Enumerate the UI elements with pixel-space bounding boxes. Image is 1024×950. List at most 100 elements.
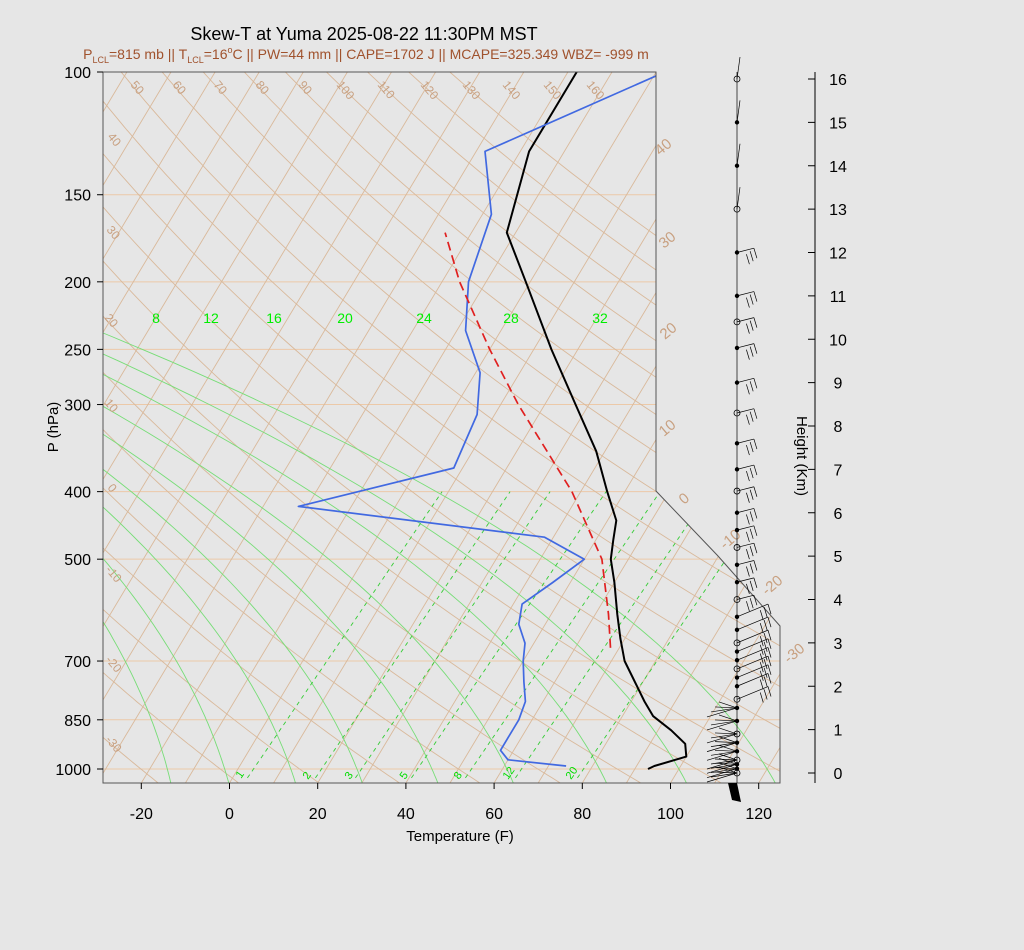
- wind-barb-flag: [749, 546, 754, 557]
- wind-barb-shaft: [714, 732, 738, 735]
- wind-barb-shaft: [718, 753, 738, 761]
- wind-barb-shaft: [710, 772, 738, 778]
- dry-adiabat-label: 70: [211, 78, 231, 97]
- mixing-ratio-label: 2: [301, 770, 314, 782]
- isotherm-line: [273, 72, 701, 783]
- isotherm-line: [581, 72, 780, 783]
- wind-barb-flag: [753, 464, 758, 476]
- moist-adiabat-line: [103, 323, 439, 783]
- wind-barb-flag: [753, 577, 758, 588]
- wind-barb-flag: [759, 679, 764, 690]
- wind-barb-flag: [759, 670, 764, 681]
- wind-barb-flag: [763, 676, 768, 687]
- dry-adiabat-line: [243, 72, 780, 783]
- dry-adiabat-line: [103, 72, 723, 783]
- isotherm-label: 40: [652, 135, 676, 159]
- wind-barb-flag: [753, 317, 758, 328]
- wind-barb-shaft: [736, 577, 754, 583]
- wind-barb-flag: [763, 659, 768, 670]
- wind-barb-shaft: [736, 486, 754, 492]
- wind-barb-flag: [767, 686, 772, 697]
- isotherm-line: [0, 72, 83, 783]
- isotherm-line: [103, 72, 260, 783]
- height-tick-label: 4: [834, 593, 843, 610]
- wind-barb-flag: [767, 603, 772, 615]
- isotherm-line: [537, 72, 780, 783]
- isotherm-line: [103, 72, 436, 783]
- sounding-profiles: [297, 72, 688, 770]
- dry-adiabat-label: 0: [105, 481, 120, 495]
- moist-adiabat-line: [103, 323, 363, 783]
- x-tick-label: 100: [657, 806, 684, 823]
- wind-barb-shaft: [706, 759, 738, 770]
- wind-barb-flag: [763, 667, 768, 678]
- wind-barb-flag: [749, 251, 754, 262]
- isotherm-label: -10: [717, 526, 745, 553]
- wind-barb-flag: [753, 291, 758, 302]
- x-tick-label: 0: [225, 806, 234, 823]
- wind-barb-shaft: [736, 664, 769, 678]
- wind-barb-flag: [749, 467, 754, 479]
- wind-barb-shaft: [714, 771, 738, 774]
- wind-barb-flag: [763, 620, 768, 631]
- x-tick-label: 60: [485, 806, 503, 823]
- wind-barb-flag: [763, 689, 768, 700]
- wind-barb-surface: [728, 783, 741, 802]
- wind-barb-flag: [746, 531, 750, 542]
- wind-barb-shaft: [710, 768, 738, 774]
- y-tick-label: 500: [64, 552, 91, 569]
- wind-barb-flag: [746, 566, 750, 577]
- wind-barb-flag: [749, 346, 754, 357]
- wind-barb-shaft: [736, 655, 769, 670]
- wind-barb-flag: [749, 598, 754, 609]
- dewpoint-profile: [297, 72, 666, 767]
- height-tick-label: 1: [834, 723, 843, 740]
- wind-barb-flag: [753, 343, 758, 354]
- wind-barb-flag: [746, 297, 750, 308]
- wind-barb-flag: [746, 601, 750, 612]
- wind-barb-flag: [746, 349, 750, 360]
- dry-adiabat-label: 40: [105, 130, 125, 149]
- dry-adiabat-line: [103, 72, 562, 783]
- wind-barb-shaft: [736, 594, 754, 600]
- isotherm-line: [103, 72, 481, 783]
- wind-barb-shaft: [714, 749, 738, 752]
- height-tick-label: 2: [834, 679, 843, 696]
- height-tick-label: 9: [834, 376, 843, 393]
- isotherm-line: [670, 72, 780, 783]
- wind-barb-flag: [753, 438, 758, 450]
- wind-barb-shaft: [710, 707, 738, 713]
- background-lines: [0, 72, 780, 783]
- dry-adiabat-line: [367, 72, 780, 783]
- y-tick-label: 150: [64, 188, 91, 205]
- wind-station-dot: [733, 544, 741, 551]
- wind-barb-flag: [749, 411, 754, 422]
- wind-barb-flag: [746, 549, 750, 560]
- wind-barb-shaft: [706, 742, 738, 752]
- height-tick-label: 5: [834, 549, 843, 566]
- height-tick-label: 10: [829, 332, 847, 349]
- wind-barb-flag: [753, 525, 758, 536]
- dry-adiabat-line: [120, 72, 780, 783]
- wind-barb-flag: [767, 617, 772, 628]
- y-tick-label: 100: [64, 65, 91, 82]
- wind-barb-flag: [749, 528, 754, 539]
- wind-barb-flag: [746, 254, 750, 265]
- dry-adiabat-line: [103, 72, 321, 783]
- isotherm-line: [140, 72, 569, 783]
- height-tick-label: 13: [829, 202, 847, 219]
- isotherm-line: [103, 72, 392, 783]
- moist-adiabat-label: 28: [503, 310, 519, 326]
- mixing-ratio-label: 5: [398, 770, 411, 782]
- wind-barb-flag: [749, 563, 754, 574]
- wind-barb-flag: [759, 609, 764, 621]
- plot-border: [102, 71, 781, 784]
- chart-subtitle: PLCL=815 mb || TLCL=16oC || PW=44 mm || …: [83, 45, 649, 65]
- wind-barb-shaft: [718, 701, 738, 709]
- wind-barb-flag: [746, 384, 750, 395]
- isotherm-label: -20: [759, 572, 787, 599]
- plot-frame: [102, 71, 781, 784]
- wind-barb-shaft: [710, 759, 738, 765]
- wind-barb-shaft: [736, 542, 754, 548]
